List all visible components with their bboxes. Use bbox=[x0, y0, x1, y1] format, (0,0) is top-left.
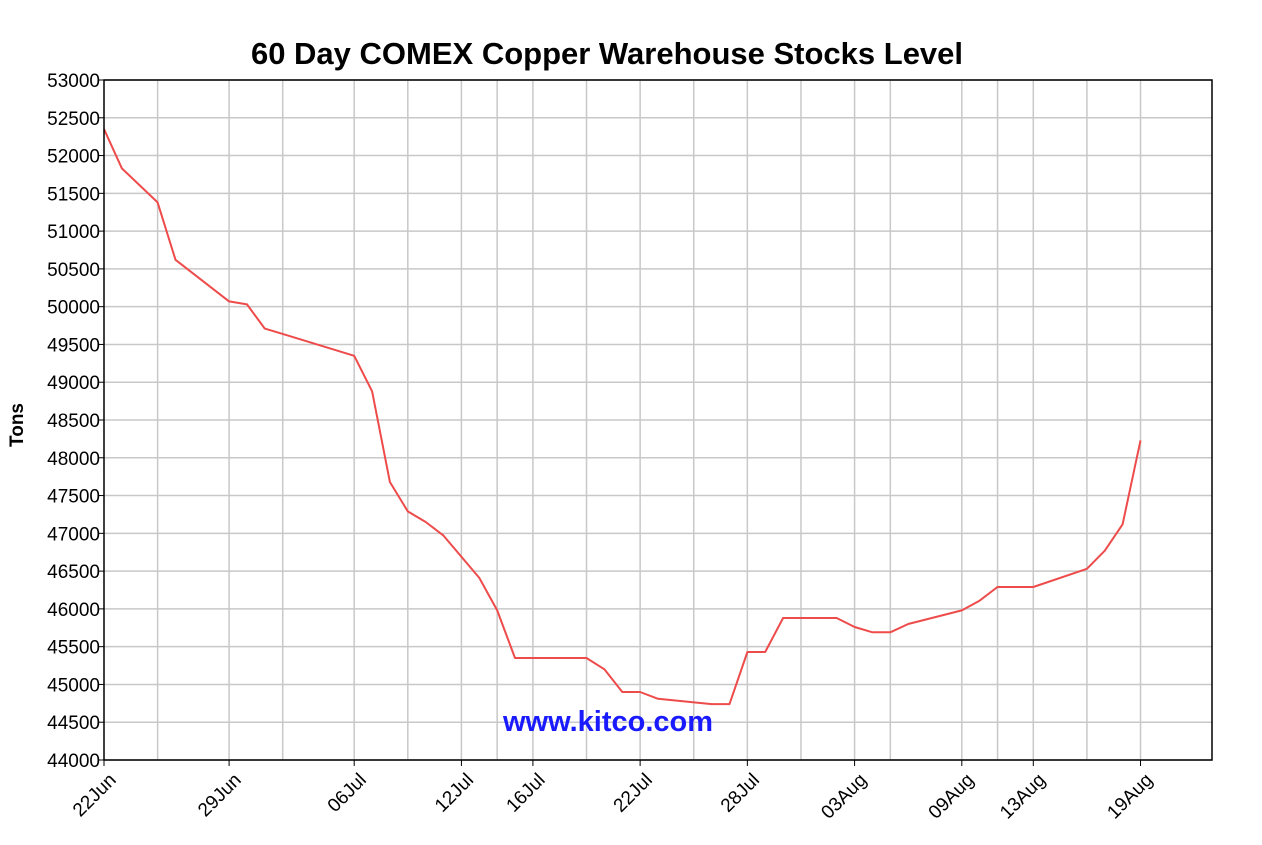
y-tick-label: 49000 bbox=[47, 373, 100, 394]
y-tick-label: 46500 bbox=[47, 562, 100, 583]
data-point bbox=[406, 510, 409, 513]
data-point bbox=[764, 650, 767, 653]
data-point bbox=[1014, 585, 1017, 588]
data-point bbox=[263, 327, 266, 330]
data-point bbox=[1032, 585, 1035, 588]
data-point bbox=[960, 609, 963, 612]
x-tick-label: 29Jun bbox=[194, 770, 245, 821]
data-point bbox=[245, 303, 248, 306]
x-tick-label: 22Jul bbox=[610, 770, 657, 817]
x-tick-label: 16Jul bbox=[503, 770, 550, 817]
data-point bbox=[1139, 439, 1142, 442]
x-tick-label: 12Jul bbox=[431, 770, 478, 817]
data-point bbox=[1085, 567, 1088, 570]
x-tick-label: 28Jul bbox=[717, 770, 764, 817]
x-tick-label: 22Jun bbox=[69, 770, 120, 821]
data-point bbox=[371, 390, 374, 393]
data-point bbox=[657, 697, 660, 700]
grid-lines bbox=[104, 79, 1212, 761]
data-point bbox=[621, 691, 624, 694]
data-point bbox=[639, 691, 642, 694]
data-point bbox=[728, 703, 731, 706]
y-tick-label: 46000 bbox=[47, 600, 100, 621]
data-point bbox=[978, 599, 981, 602]
y-axis-label: Tons bbox=[7, 403, 28, 447]
data-point bbox=[388, 480, 391, 483]
y-tick-label: 50500 bbox=[47, 260, 100, 281]
data-point bbox=[120, 167, 123, 170]
data-point bbox=[603, 668, 606, 671]
series-line bbox=[103, 128, 1142, 706]
y-axis-ticks: 44000 44500 45000 45500 46000 46500 47000 47500… bbox=[47, 71, 104, 772]
data-point bbox=[996, 585, 999, 588]
y-tick-label: 44000 bbox=[47, 751, 100, 772]
y-tick-label: 51000 bbox=[47, 222, 100, 243]
chart-title: 60 Day COMEX Copper Warehouse Stocks Lev… bbox=[251, 36, 963, 71]
y-tick-label: 47500 bbox=[47, 487, 100, 508]
x-tick-label: 13Aug bbox=[996, 770, 1050, 824]
data-point bbox=[281, 332, 284, 335]
x-tick-label: 19Aug bbox=[1103, 770, 1157, 824]
data-point bbox=[907, 623, 910, 626]
data-point bbox=[782, 616, 785, 619]
x-axis-ticks: 22Jun 29Jun 06Jul 12Jul 16Jul 22Jul 28Jul 03Aug… bbox=[69, 760, 1157, 823]
data-point bbox=[531, 657, 534, 660]
y-tick-label: 44500 bbox=[47, 713, 100, 734]
y-tick-label: 49500 bbox=[47, 335, 100, 356]
data-point bbox=[353, 354, 356, 357]
y-tick-label: 50000 bbox=[47, 298, 100, 319]
y-tick-label: 51500 bbox=[47, 184, 100, 205]
data-point bbox=[496, 609, 499, 612]
data-point bbox=[156, 201, 159, 204]
data-point bbox=[228, 300, 231, 303]
data-point bbox=[514, 657, 517, 660]
y-tick-label: 52500 bbox=[47, 109, 100, 130]
plot-area-frame bbox=[103, 79, 1213, 761]
y-tick-label: 53000 bbox=[47, 71, 100, 92]
y-tick-label: 45500 bbox=[47, 638, 100, 659]
series-layer bbox=[103, 128, 1142, 706]
y-tick-label: 48500 bbox=[47, 411, 100, 432]
y-tick-label: 52000 bbox=[47, 147, 100, 168]
data-point bbox=[746, 650, 749, 653]
y-tick-label: 47000 bbox=[47, 524, 100, 545]
data-point bbox=[853, 626, 856, 629]
watermark-text[interactable]: www.kitco.com bbox=[502, 706, 713, 738]
data-point bbox=[585, 657, 588, 660]
y-tick-label: 48000 bbox=[47, 449, 100, 470]
x-tick-label: 03Aug bbox=[817, 770, 871, 824]
data-point bbox=[1121, 523, 1124, 526]
data-point bbox=[871, 631, 874, 634]
data-point bbox=[889, 631, 892, 634]
data-point bbox=[442, 534, 445, 537]
data-point bbox=[424, 521, 427, 524]
y-tick-label: 45000 bbox=[47, 675, 100, 696]
data-point bbox=[835, 616, 838, 619]
data-point bbox=[478, 576, 481, 579]
data-point bbox=[174, 258, 177, 261]
x-tick-label: 09Aug bbox=[925, 770, 979, 824]
x-tick-label: 06Jul bbox=[324, 770, 371, 817]
data-point bbox=[1103, 549, 1106, 552]
